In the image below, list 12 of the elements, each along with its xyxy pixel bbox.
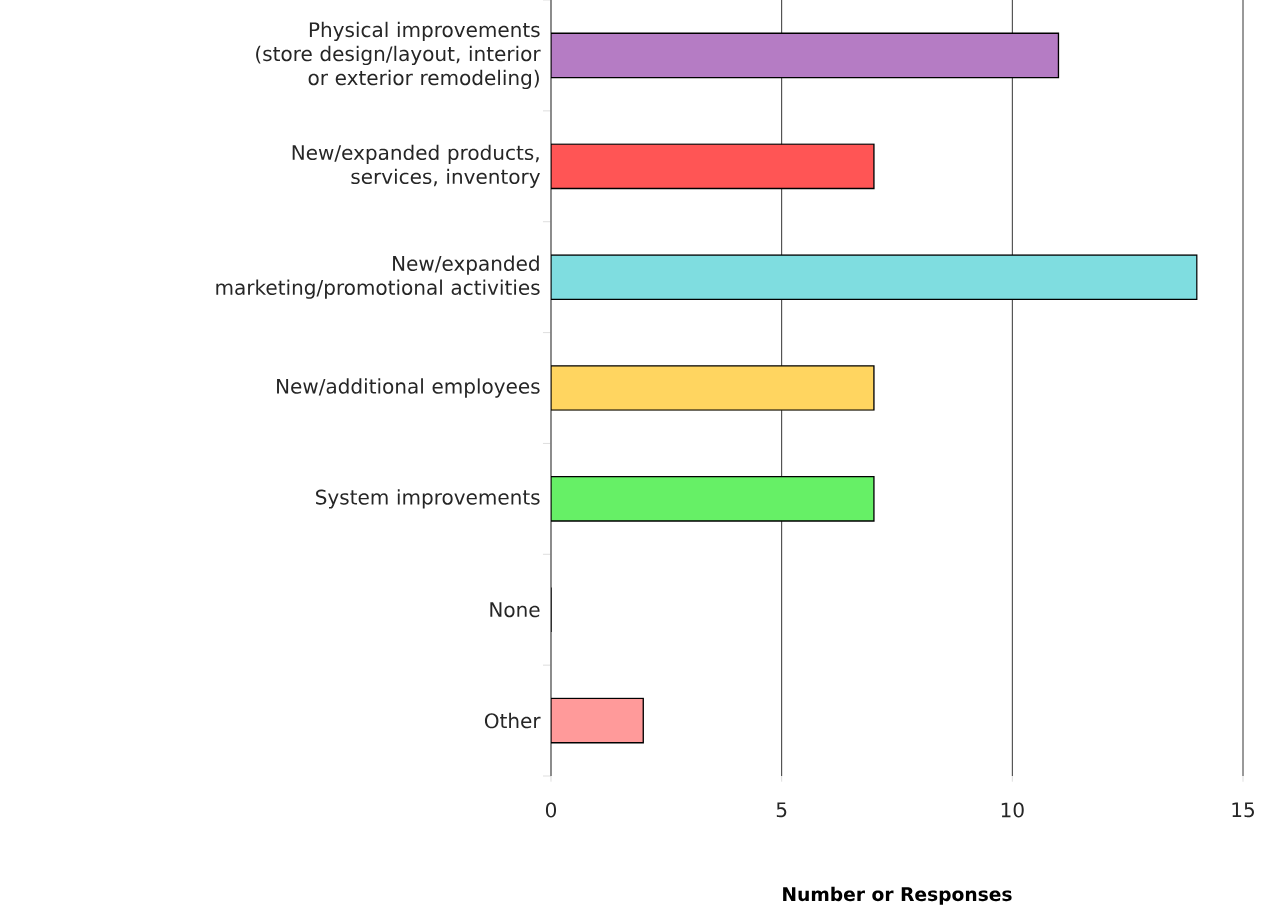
x-tick-label: 0 [545, 802, 557, 818]
y-tick-label: New/expanded products, services, inventory [292, 144, 540, 188]
x-tick-label: 5 [776, 802, 787, 818]
y-tick-label: New/additional employees [277, 378, 540, 398]
x-tick-label: 15 [1232, 802, 1254, 818]
y-tick-label: None [490, 602, 540, 618]
y-tick-label: Physical improvements (store design/layout, interior or exterior remodeling) [256, 21, 541, 90]
x-axis-title: Number or Responses [783, 886, 1012, 905]
y-tick-label: New/expanded marketing/promotional activities [216, 255, 540, 299]
x-tick-label: 10 [1001, 802, 1024, 818]
y-tick-label: Other [484, 712, 541, 729]
y-tick-label: System improvements [316, 489, 540, 509]
